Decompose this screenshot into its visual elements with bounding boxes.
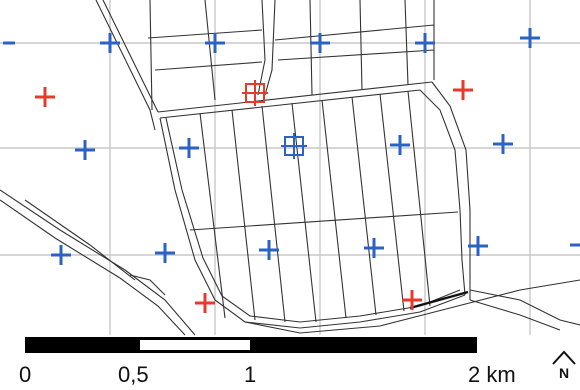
scale-label-two-km: 2 km xyxy=(468,362,516,387)
cross-marker-icon[interactable] xyxy=(364,238,384,258)
cross-marker-icon[interactable] xyxy=(453,80,473,100)
cross-marker-icon[interactable] xyxy=(205,33,225,53)
map-features xyxy=(0,0,580,336)
cross-marker-icon[interactable] xyxy=(310,33,330,53)
cross-marker-icon[interactable] xyxy=(493,134,513,154)
north-arrow-icon: N xyxy=(550,350,578,386)
cross-marker-icon[interactable] xyxy=(402,290,422,310)
cross-marker-icon[interactable] xyxy=(179,138,199,158)
north-letter: N xyxy=(559,365,569,381)
blue-markers[interactable] xyxy=(3,28,580,265)
scale-label-one: 1 xyxy=(244,362,257,387)
cross-marker-icon[interactable] xyxy=(195,293,215,313)
scale-label-half: 0,5 xyxy=(118,362,149,387)
thick-shore-line xyxy=(409,290,469,310)
cross-marker-icon[interactable] xyxy=(468,236,488,256)
scale-label-zero: 0 xyxy=(19,362,32,387)
cross-marker-icon[interactable] xyxy=(100,33,120,53)
cross-marker-icon[interactable] xyxy=(520,28,540,48)
red-boxed-cross[interactable] xyxy=(242,80,268,106)
grid-lines xyxy=(0,0,580,335)
cross-marker-icon[interactable] xyxy=(35,87,55,107)
cross-marker-icon[interactable] xyxy=(51,245,71,265)
cross-marker-icon[interactable] xyxy=(259,240,279,260)
cross-marker-icon[interactable] xyxy=(390,135,410,155)
cross-marker-icon[interactable] xyxy=(75,140,95,160)
cross-marker-icon[interactable] xyxy=(415,33,435,53)
red-markers[interactable] xyxy=(35,80,473,313)
blue-boxed-cross[interactable] xyxy=(281,133,307,159)
scale-bar xyxy=(25,337,477,353)
cross-marker-icon[interactable] xyxy=(155,243,175,263)
